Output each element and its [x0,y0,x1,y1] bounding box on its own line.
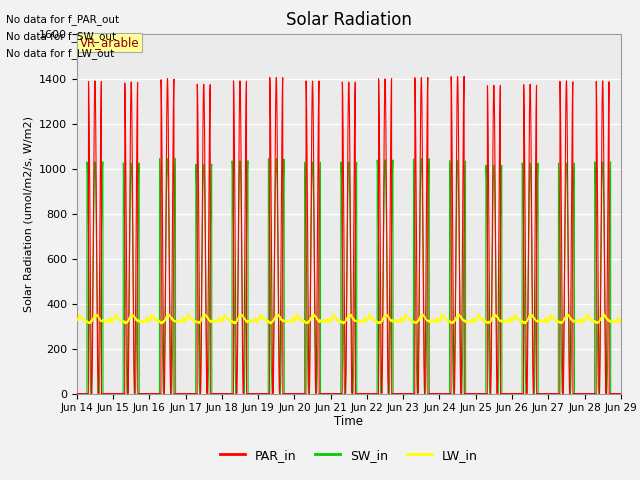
Title: Solar Radiation: Solar Radiation [286,11,412,29]
Text: No data for f_SW_out: No data for f_SW_out [6,31,116,42]
Text: No data for f_LW_out: No data for f_LW_out [6,48,115,59]
Text: No data for f_PAR_out: No data for f_PAR_out [6,14,120,25]
Legend: PAR_in, SW_in, LW_in: PAR_in, SW_in, LW_in [215,444,483,467]
Text: VR_arable: VR_arable [79,36,140,49]
X-axis label: Time: Time [334,415,364,428]
Y-axis label: Solar Radiation (umol/m2/s, W/m2): Solar Radiation (umol/m2/s, W/m2) [24,116,33,312]
